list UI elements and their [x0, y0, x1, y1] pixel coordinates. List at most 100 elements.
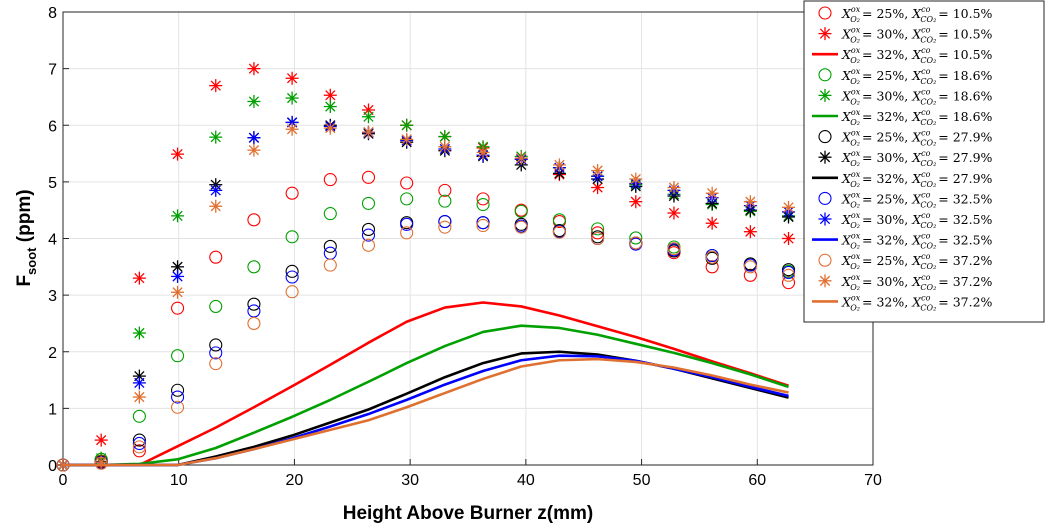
- legend-sup: ox: [851, 190, 861, 199]
- legend-label: Xox O₂ = 25%, Xco CO₂ = 27.9%: [841, 129, 993, 148]
- data-point-circle: [591, 222, 605, 236]
- legend-item-13: Xox O₂ = 30%, Xco CO₂ = 37.2%: [818, 273, 993, 292]
- legend-sup: co: [921, 190, 930, 199]
- data-point-circle: [285, 270, 299, 284]
- legend-sub: CO₂: [920, 180, 936, 189]
- data-point-circle: [438, 214, 452, 229]
- data-point-circle: [247, 297, 261, 311]
- legend-sup: ox: [851, 170, 861, 179]
- legend-sub: CO₂: [920, 262, 936, 271]
- asterisk-stroke: [819, 152, 831, 163]
- legend-var-x2: X: [911, 150, 922, 165]
- legend-sub: CO₂: [920, 36, 936, 45]
- y-axis-title: Fsoot (ppm): [14, 189, 39, 286]
- data-point-circle: [438, 220, 452, 234]
- x-axis-title: Height Above Burner z(mm): [343, 503, 594, 524]
- legend-value-1: = 30%,: [862, 27, 912, 42]
- legend-label: Xox O₂ = 30%, Xco CO₂ = 27.9%: [841, 149, 993, 168]
- legend-circle-swatch: [818, 68, 832, 82]
- legend-value-2: = 27.9%: [938, 130, 992, 145]
- data-point-asterisk: [323, 100, 337, 114]
- legend-sup: co: [921, 108, 930, 117]
- legend-label: Xox O₂ = 25%, Xco CO₂ = 18.6%: [841, 67, 993, 86]
- legend-item-1: Xox O₂ = 30%, Xco CO₂ = 10.5%: [818, 26, 993, 45]
- asterisk-stroke: [707, 188, 718, 199]
- legend-sub: O₂: [850, 242, 860, 251]
- legend: Xox O₂ = 25%, Xco CO₂ = 10.5%Xox O₂ = 30%, Xco…: [803, 0, 1045, 323]
- data-point-circle: [514, 204, 528, 218]
- y-tick-label: 2: [48, 345, 57, 362]
- legend-sub: O₂: [850, 36, 860, 45]
- legend-sub: CO₂: [920, 303, 936, 312]
- legend-asterisk-swatch: [818, 212, 832, 226]
- legend-value-2: = 37.2%: [938, 274, 992, 289]
- legend-sup: co: [921, 273, 930, 282]
- asterisk-stroke: [286, 92, 298, 104]
- legend-asterisk-swatch: [818, 88, 832, 102]
- legend-value-1: = 32%,: [862, 109, 912, 124]
- legend-sub: O₂: [850, 56, 860, 65]
- data-point-circle: [591, 231, 605, 246]
- legend-var-x2: X: [911, 274, 922, 289]
- data-point-circle: [132, 409, 146, 423]
- legend-var-x: X: [841, 130, 852, 145]
- asterisk-stroke: [248, 145, 260, 156]
- data-point-circle: [323, 173, 337, 187]
- data-point-asterisk: [323, 88, 337, 102]
- legend-var-x2: X: [911, 109, 922, 124]
- data-point-asterisk: [94, 455, 108, 469]
- data-point-asterisk: [400, 132, 414, 146]
- series-13: [56, 121, 796, 472]
- data-point-circle: [591, 226, 605, 240]
- asterisk-stroke: [172, 148, 183, 160]
- data-point-circle: [171, 383, 185, 397]
- legend-sub: O₂: [850, 15, 860, 24]
- data-point-circle: [476, 216, 490, 230]
- legend-var-x: X: [841, 253, 852, 268]
- x-tick-label: 20: [286, 472, 304, 489]
- data-point-circle: [781, 265, 796, 280]
- data-point-circle: [361, 222, 376, 236]
- legend-value-2: = 37.2%: [938, 253, 992, 268]
- y-tick-label: 3: [48, 288, 57, 305]
- asterisk-stroke: [172, 261, 183, 272]
- legend-value-1: = 30%,: [862, 212, 912, 227]
- data-point-circle: [209, 338, 223, 352]
- data-point-asterisk: [247, 143, 261, 157]
- legend-label: Xox O₂ = 30%, Xco CO₂ = 18.6%: [841, 87, 993, 106]
- legend-var-x2: X: [911, 171, 922, 186]
- legend-sup: ox: [851, 232, 861, 241]
- legend-asterisk-swatch: [818, 150, 832, 164]
- series-line: [63, 301, 789, 467]
- legend-item-14: Xox O₂ = 32%, Xco CO₂ = 37.2%: [812, 293, 993, 312]
- legend-label: Xox O₂ = 30%, Xco CO₂ = 37.2%: [841, 273, 993, 292]
- legend-var-x2: X: [911, 130, 922, 145]
- asterisk-stroke: [439, 131, 450, 142]
- data-point-circle: [781, 268, 796, 282]
- legend-value-2: = 10.5%: [938, 47, 992, 62]
- legend-value-2: = 10.5%: [938, 6, 992, 21]
- legend-var-x: X: [841, 212, 852, 227]
- data-point-circle: [209, 346, 223, 360]
- data-point-circle: [171, 301, 185, 315]
- asterisk-stroke: [134, 272, 145, 284]
- legend-var-x2: X: [911, 294, 922, 309]
- data-point-asterisk: [171, 209, 185, 223]
- data-point-asterisk: [438, 140, 452, 154]
- legend-var-x2: X: [911, 6, 922, 21]
- legend-var-x: X: [841, 233, 852, 248]
- asterisk-stroke: [210, 185, 221, 196]
- legend-var-x2: X: [911, 88, 922, 103]
- legend-sub: CO₂: [920, 221, 936, 230]
- legend-circle-swatch: [818, 253, 832, 267]
- legend-sup: ox: [851, 252, 861, 261]
- legend-sub: CO₂: [920, 242, 936, 251]
- asterisk-stroke: [592, 165, 603, 176]
- asterisk-stroke: [630, 196, 641, 207]
- x-tick-label: 0: [59, 472, 68, 489]
- data-point-circle: [552, 225, 566, 239]
- data-point-asterisk: [782, 232, 796, 245]
- data-point-circle: [361, 170, 376, 184]
- asterisk-stroke: [325, 122, 336, 134]
